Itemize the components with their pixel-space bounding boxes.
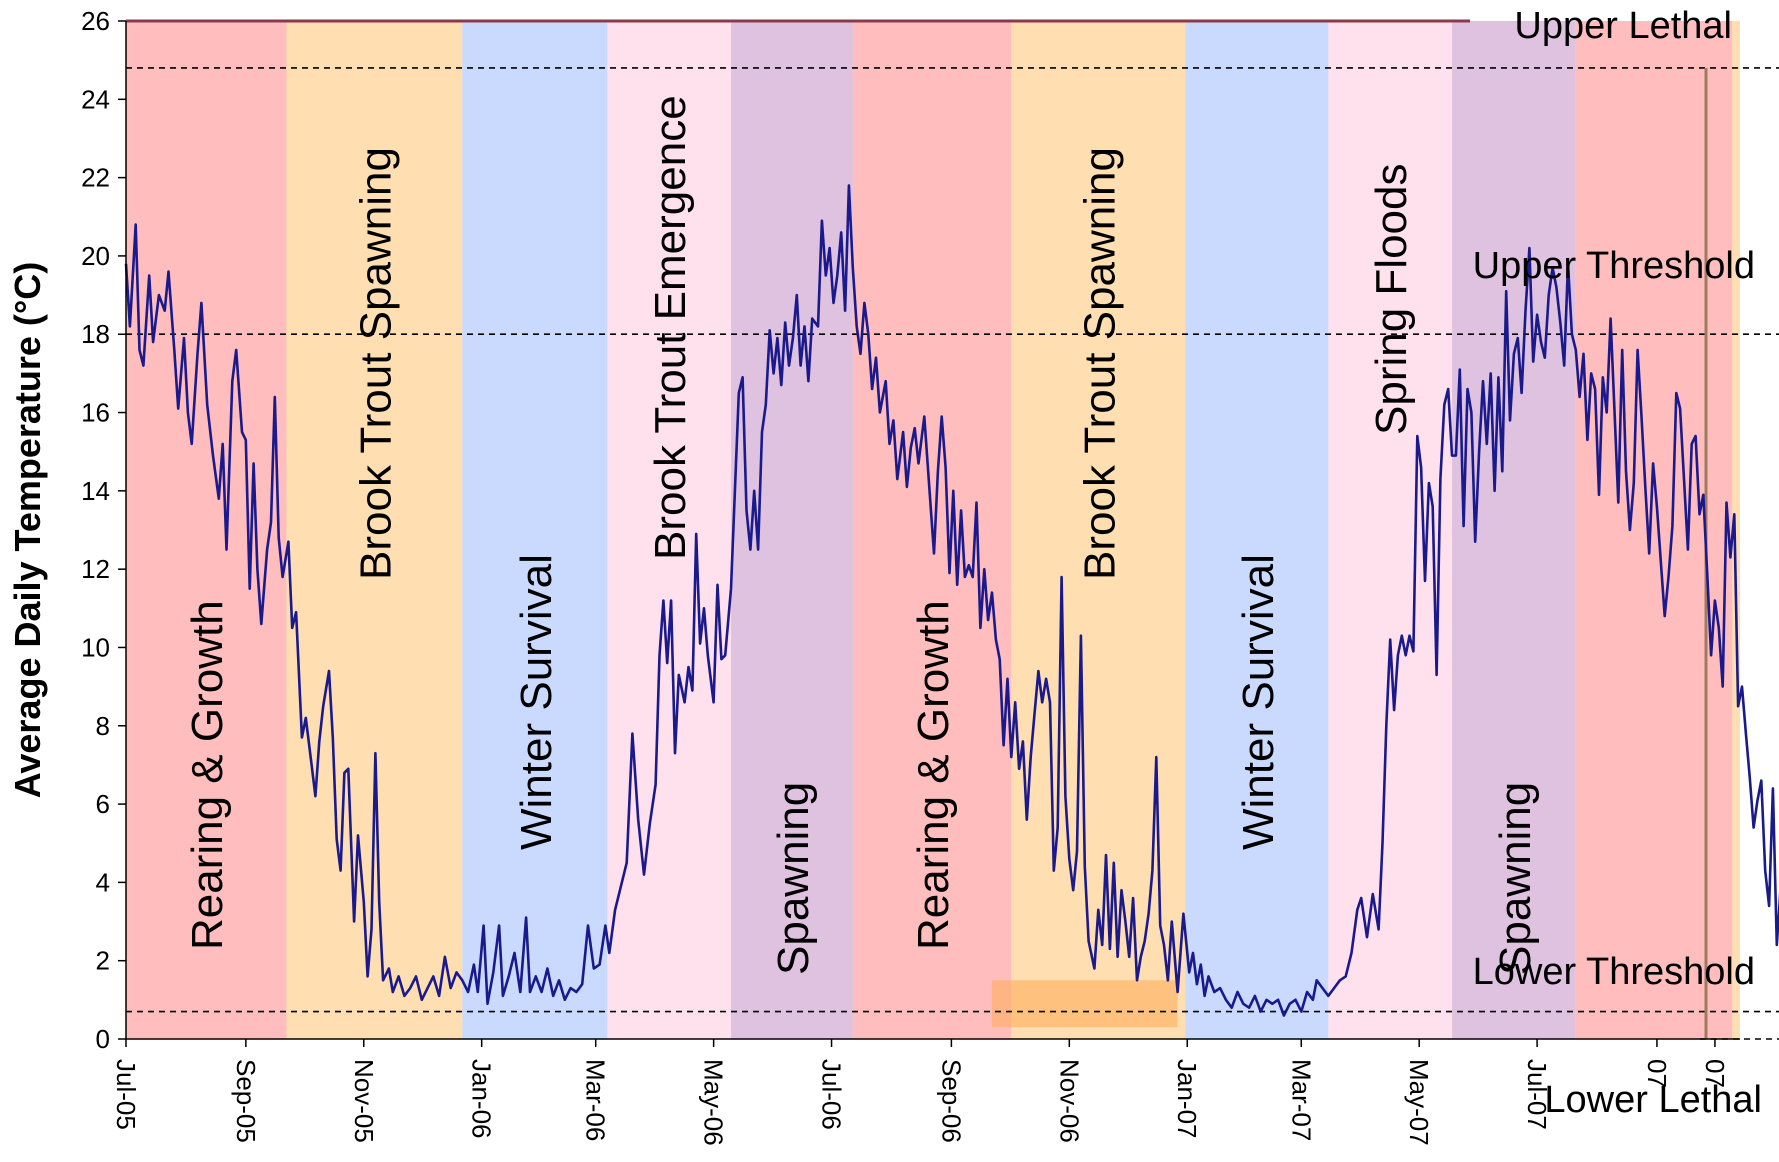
x-tick-label: Jul-05 [111,1059,141,1130]
highlight-box [992,980,1178,1027]
period-label: Brook Trout Spawning [1075,147,1124,580]
y-tick-label: 10 [81,632,110,662]
x-tick-label: Sep-06 [936,1059,966,1143]
y-tick-label: 24 [81,84,110,114]
x-tick-label: Jul-06 [817,1059,847,1130]
x-tick-label: Jan-07 [1172,1059,1202,1139]
y-tick-label: 14 [81,476,110,506]
y-tick-label: 2 [96,946,110,976]
x-tick-label: Jan-06 [467,1059,497,1139]
y-tick-label: 20 [81,241,110,271]
y-tick-label: 0 [96,1024,110,1054]
x-tick-label: Sep-05 [231,1059,261,1143]
y-tick-label: 26 [81,6,110,36]
y-tick-label: 16 [81,398,110,428]
x-tick-label: May-06 [699,1059,729,1146]
period-label: Rearing & Growth [909,600,958,950]
y-tick-label: 4 [96,867,110,897]
y-tick-label: 22 [81,163,110,193]
x-tick-label: Mar-06 [581,1059,611,1141]
period-label: Brook Trout Spawning [351,147,400,580]
y-tick-label: 6 [96,789,110,819]
period-label: Brook Trout Emergence [646,95,695,560]
y-tick-label: 18 [81,319,110,349]
period-label: Winter Survival [1234,554,1283,850]
y-tick-label: 8 [96,711,110,741]
x-tick-label: Nov-06 [1054,1059,1084,1143]
threshold-label: Upper Lethal [1514,5,1732,47]
period-label: Spawning [1491,782,1540,975]
period-band-2 [462,21,607,1039]
x-tick-label: Mar-07 [1286,1059,1316,1141]
period-label: Rearing & Growth [183,600,232,950]
period-label: Winter Survival [512,554,561,850]
threshold-label: Lower Threshold [1473,951,1755,993]
period-band-7 [1185,21,1328,1039]
period-label: Spring Floods [1367,164,1416,435]
highlight-region [992,980,1178,1027]
threshold-label: Upper Threshold [1473,245,1755,287]
y-tick-label: 12 [81,554,110,584]
period-band-10 [1576,21,1733,1039]
period-label: Spawning [769,782,818,975]
x-tick-label: Nov-05 [349,1059,379,1143]
threshold-label: Lower Lethal [1544,1079,1762,1121]
x-tick-label: May-07 [1404,1059,1434,1146]
y-axis-label: Average Daily Temperature (°C) [7,262,48,799]
